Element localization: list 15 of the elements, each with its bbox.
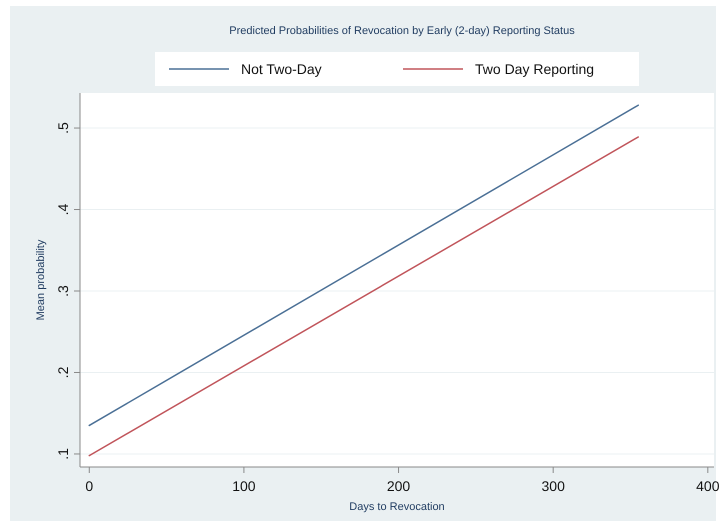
legend-label: Two Day Reporting bbox=[475, 61, 594, 77]
y-tick-label: .4 bbox=[55, 203, 71, 216]
x-tick-label: 300 bbox=[542, 478, 566, 494]
chart-title: Predicted Probabilities of Revocation by Early (2-day) Reporting Status bbox=[229, 25, 576, 37]
x-tick-label: 0 bbox=[85, 478, 94, 494]
y-axis-title: Mean probability bbox=[35, 239, 47, 320]
x-tick-label: 400 bbox=[696, 478, 720, 494]
x-axis-title: Days to Revocation bbox=[349, 501, 445, 513]
y-tick-label: .5 bbox=[55, 122, 71, 134]
legend-label: Not Two-Day bbox=[241, 61, 322, 77]
y-tick-label: .1 bbox=[55, 448, 71, 460]
x-tick-label: 100 bbox=[232, 478, 256, 494]
y-tick-label: .3 bbox=[55, 284, 71, 297]
x-tick-label: 200 bbox=[386, 478, 410, 494]
y-tick-label: .2 bbox=[55, 366, 71, 378]
